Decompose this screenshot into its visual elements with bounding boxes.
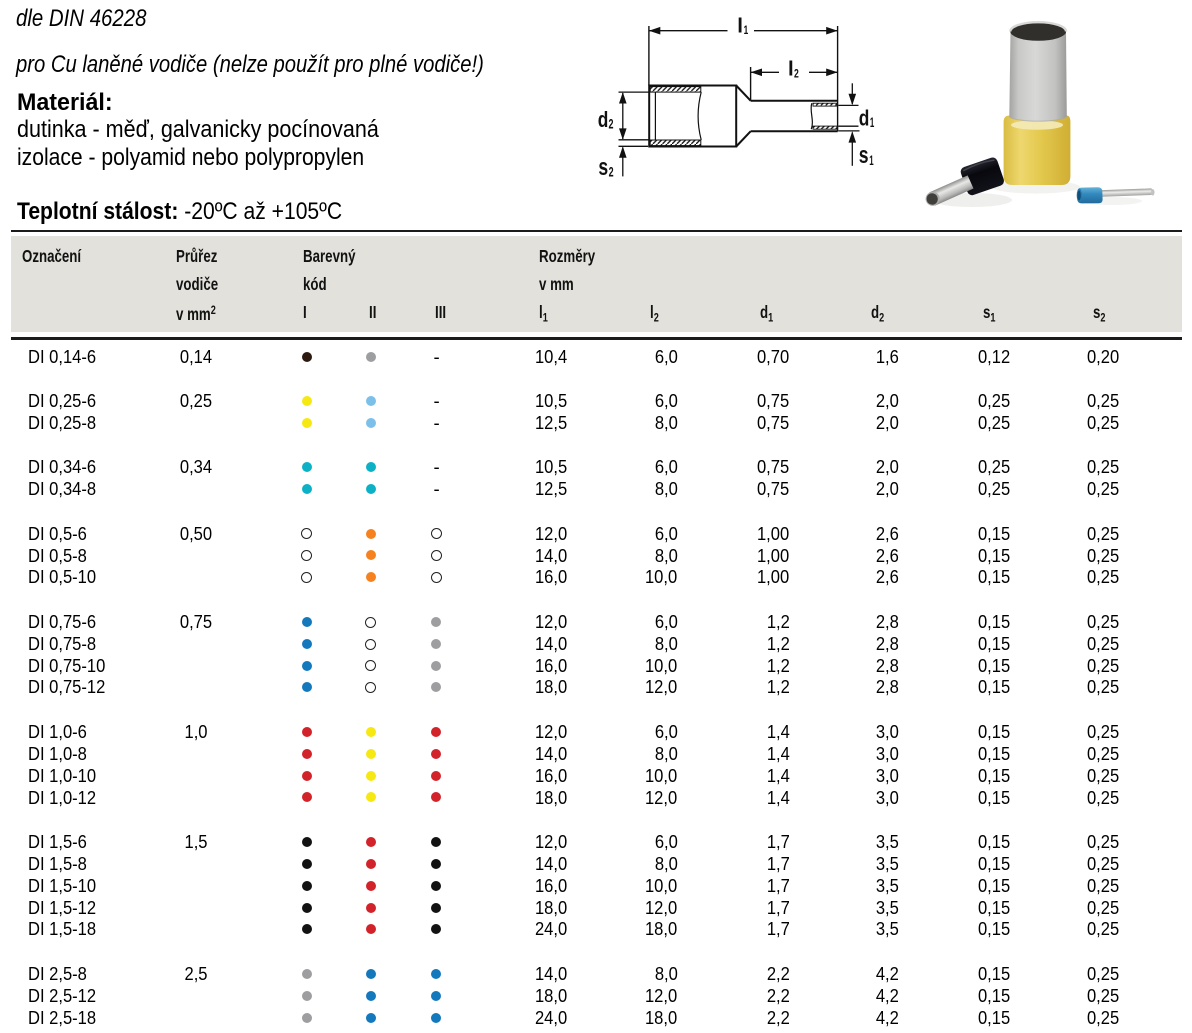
svg-text:1: 1 (869, 153, 874, 168)
svg-text:d: d (859, 105, 870, 130)
svg-text:2: 2 (609, 164, 614, 179)
svg-text:d: d (598, 107, 609, 132)
svg-text:2: 2 (794, 67, 799, 81)
svg-text:1: 1 (870, 115, 875, 130)
svg-text:l: l (788, 58, 794, 81)
svg-text:2: 2 (609, 116, 614, 131)
svg-text:1: 1 (744, 23, 749, 37)
svg-text:s: s (859, 142, 869, 169)
svg-text:s: s (598, 154, 608, 181)
svg-text:l: l (737, 14, 743, 37)
